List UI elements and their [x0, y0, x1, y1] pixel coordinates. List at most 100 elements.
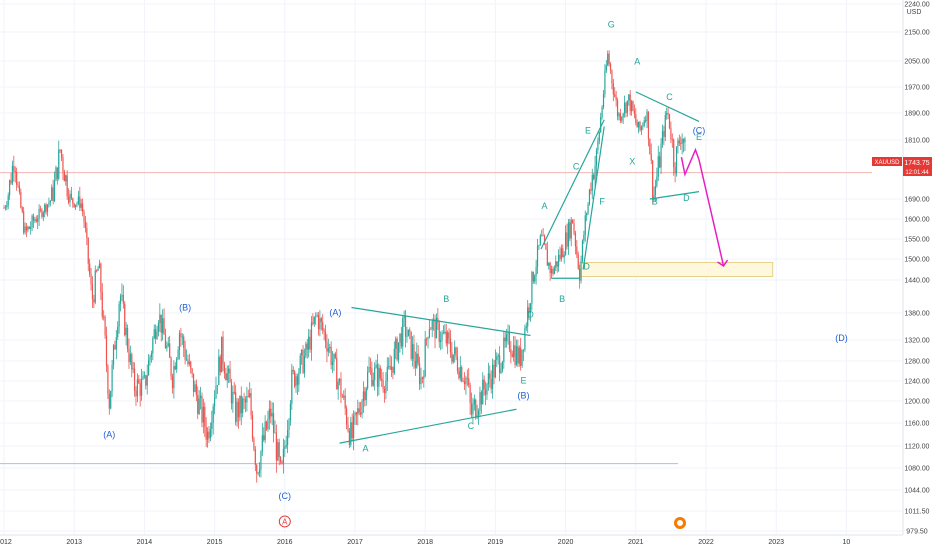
flag-icon[interactable]	[674, 517, 686, 529]
candle-body	[164, 334, 167, 349]
candle-body	[185, 359, 188, 361]
candles	[3, 50, 686, 483]
candle-body	[468, 378, 470, 385]
candle-body	[86, 227, 88, 238]
trendline[interactable]	[649, 191, 700, 200]
candle-body	[524, 328, 526, 350]
trendline[interactable]	[540, 119, 605, 250]
candle-body	[228, 368, 230, 374]
candle-body	[508, 331, 511, 349]
candle-body	[535, 267, 537, 276]
candle-body	[629, 94, 631, 112]
candle-body	[358, 408, 360, 413]
symbol-tag-text: XAUUSD	[874, 160, 900, 166]
wave-label: D	[527, 310, 534, 320]
candle-body	[187, 359, 189, 365]
candle-body	[682, 138, 685, 143]
candle-body	[497, 355, 499, 357]
candle-body	[192, 373, 195, 392]
candle-body	[396, 338, 398, 360]
candle-body	[236, 401, 238, 422]
candle-body	[298, 372, 300, 385]
candle-body	[337, 381, 339, 390]
projection-path[interactable]	[680, 147, 725, 267]
candle-body	[281, 461, 283, 464]
candle-body	[17, 184, 19, 187]
candle-body	[552, 269, 554, 274]
price-tick-label: 1550.00	[904, 237, 929, 244]
candle-body	[250, 393, 252, 416]
candle-body	[251, 415, 254, 439]
trendline[interactable]	[351, 306, 531, 337]
candle-body	[322, 322, 324, 330]
candle-body	[456, 357, 459, 372]
candle-body	[618, 113, 620, 117]
candle-body	[98, 263, 101, 269]
candle-body	[243, 398, 245, 400]
candle-body	[202, 406, 204, 423]
candle-body	[543, 235, 546, 244]
candle-body	[531, 271, 533, 304]
candle-body	[93, 299, 95, 303]
candle-body	[152, 338, 154, 354]
price-tick-label: 2240.00	[904, 2, 929, 9]
candle-body	[39, 208, 42, 210]
candle-body	[626, 100, 628, 113]
candle-body	[628, 94, 630, 101]
candle-body	[608, 53, 610, 64]
candle-body	[229, 368, 231, 383]
wave-label: A	[542, 201, 548, 211]
candle-body	[630, 101, 633, 112]
candle-body	[331, 361, 334, 366]
candle-body	[639, 121, 641, 131]
candle-body	[367, 371, 369, 389]
candle-body	[586, 213, 588, 216]
candle-body	[448, 332, 450, 339]
candle-body	[345, 408, 348, 425]
candle-body	[623, 102, 626, 114]
candle-body	[390, 366, 393, 370]
candle-body	[25, 226, 28, 231]
candle-body	[638, 121, 640, 128]
trendline[interactable]	[339, 408, 517, 444]
wave-label: F	[599, 197, 605, 207]
candle-body	[190, 361, 192, 369]
time-tick-label: 2018	[417, 539, 433, 546]
candle-body	[611, 70, 613, 84]
candle-body	[253, 438, 255, 450]
candle-body	[103, 316, 105, 318]
candle-body	[501, 362, 504, 370]
candle-body	[534, 275, 536, 282]
candle-body	[148, 360, 150, 376]
candle-body	[338, 378, 341, 382]
candle-body	[115, 337, 117, 350]
candle-body	[656, 176, 658, 186]
candle-body	[101, 292, 103, 317]
candle-body	[65, 175, 67, 182]
candle-body	[475, 399, 477, 418]
candle-body	[313, 316, 315, 324]
candle-body	[487, 373, 489, 385]
candle-body	[454, 347, 456, 355]
candle-body	[576, 246, 578, 255]
candle-body	[34, 219, 36, 221]
candle-body	[431, 321, 433, 330]
candle-body	[447, 332, 449, 344]
trendline[interactable]	[635, 91, 700, 122]
candle-body	[225, 373, 227, 381]
candle-body	[316, 315, 318, 316]
candle-body	[372, 380, 374, 386]
candle-body	[493, 364, 495, 378]
candle-body	[417, 353, 419, 364]
candle-body	[400, 333, 402, 347]
candle-body	[199, 395, 202, 399]
candle-body	[642, 125, 644, 127]
candle-body	[89, 263, 91, 275]
candle-body	[37, 218, 39, 222]
candle-body	[235, 392, 237, 422]
candle-body	[306, 343, 308, 350]
candle-body	[315, 315, 317, 317]
candle-body	[111, 365, 113, 391]
price-tick-label: 979.50	[906, 529, 928, 536]
trendline[interactable]	[582, 126, 605, 270]
